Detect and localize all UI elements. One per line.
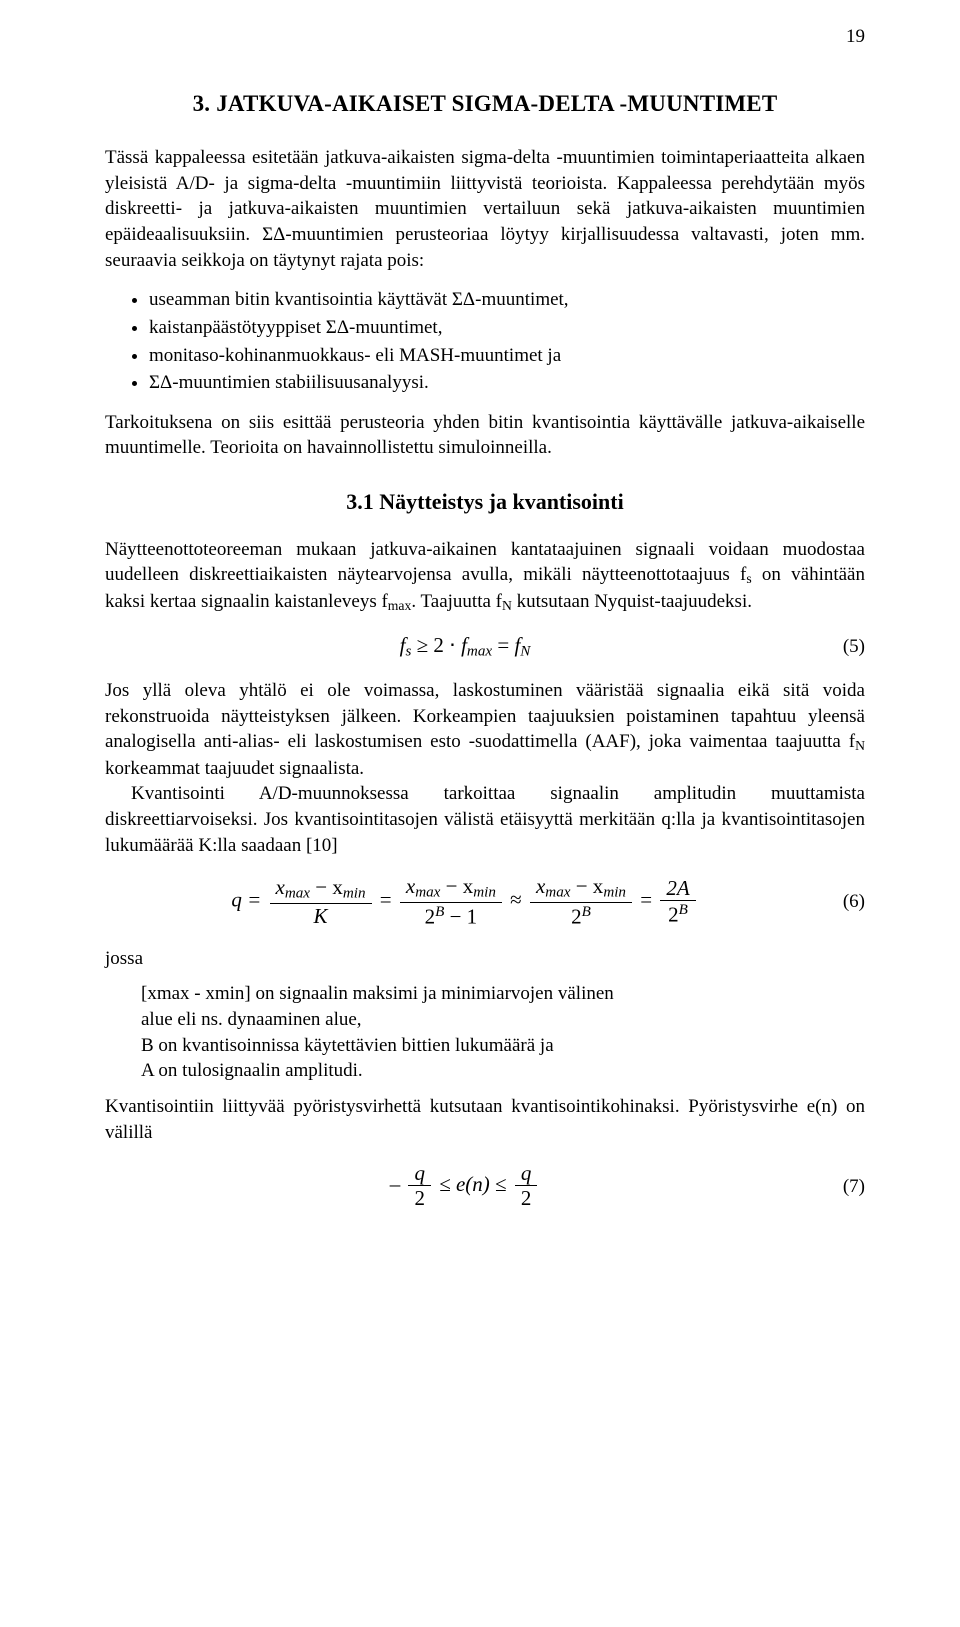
eq-sub: max <box>467 644 492 660</box>
paragraph-aliasing: Jos yllä oleva yhtälö ei ole voimassa, l… <box>105 678 865 781</box>
equation-6-row: q = xmax − xmin K = xmax − xmin 2B − 1 ≈… <box>105 874 865 929</box>
paragraph-rounding: Kvantisointiin liittyvää pyöristysvirhet… <box>105 1094 865 1145</box>
eq-var: K <box>314 904 328 928</box>
eq-sup: B <box>435 904 444 920</box>
eq-op: − 1 <box>444 905 477 929</box>
eq-op: − x <box>440 874 473 898</box>
list-item: useamman bitin kvantisointia käyttävät Σ… <box>149 287 865 313</box>
eq-op: = <box>640 888 657 912</box>
bullet-list: useamman bitin kvantisointia käyttävät Σ… <box>105 287 865 396</box>
text-run: korkeammat taajuudet signaalista. <box>105 758 364 779</box>
equation-7: – q 2 ≤ e(n) ≤ q 2 <box>105 1161 825 1211</box>
fraction-q1: q 2 <box>408 1161 431 1211</box>
equation-5-number: (5) <box>825 634 865 660</box>
eq-op: − x <box>570 874 603 898</box>
equation-7-row: – q 2 ≤ e(n) ≤ q 2 (7) <box>105 1161 865 1211</box>
eq-op: ≤ <box>495 1172 512 1196</box>
eq-sub: max <box>285 885 310 901</box>
eq-num: 2 <box>414 1186 425 1210</box>
eq-op: = <box>380 888 397 912</box>
text-run: kutsutaan Nyquist-taajuudeksi. <box>512 591 752 612</box>
paragraph-quantization: Kvantisointi A/D-muunnoksessa tarkoittaa… <box>105 781 865 858</box>
eq-op: ≥ 2 ⋅ <box>411 633 461 657</box>
chapter-title: 3. JATKUVA-AIKAISET SIGMA-DELTA -MUUNTIM… <box>105 88 865 119</box>
fraction-4: 2A 2B <box>660 876 695 928</box>
subscript-max: max <box>388 598 412 613</box>
equation-7-number: (7) <box>825 1174 865 1200</box>
eq-sub: max <box>415 885 440 901</box>
eq-var: q <box>521 1161 532 1185</box>
eq-num: 2 <box>425 905 436 929</box>
paragraph-purpose: Tarkoituksena on siis esittää perusteori… <box>105 410 865 461</box>
jossa-block: [xmax - xmin] on signaalin maksimi ja mi… <box>141 981 865 1084</box>
eq-var: x <box>276 875 285 899</box>
fraction-q2: q 2 <box>515 1161 538 1211</box>
eq-num: 2 <box>521 1186 532 1210</box>
jossa-line: alue eli ns. dynaaminen alue, <box>141 1007 865 1033</box>
eq-op: ≤ <box>439 1172 456 1196</box>
subscript-n: N <box>502 598 512 613</box>
eq-sub: min <box>603 885 626 901</box>
eq-num: 2 <box>668 903 679 927</box>
page-number: 19 <box>846 24 865 50</box>
paragraph-intro: Tässä kappaleessa esitetään jatkuva-aika… <box>105 145 865 273</box>
jossa-line: B on kvantisoinnissa käytettävien bittie… <box>141 1033 865 1059</box>
eq-sup: B <box>582 904 591 920</box>
eq-sub: min <box>343 885 366 901</box>
section-title: 3.1 Näytteistys ja kvantisointi <box>105 487 865 517</box>
eq-num: 2 <box>571 905 582 929</box>
fraction-3: xmax − xmin 2B <box>530 874 632 929</box>
paragraph-nyquist: Näytteenottoteoreeman mukaan jatkuva-aik… <box>105 537 865 616</box>
eq-sub: N <box>520 644 530 660</box>
eq-op: − x <box>310 875 343 899</box>
eq-var: q <box>414 1161 425 1185</box>
eq-var: 2A <box>666 876 689 900</box>
equation-6: q = xmax − xmin K = xmax − xmin 2B − 1 ≈… <box>105 874 825 929</box>
text-run: . Taajuutta f <box>411 591 502 612</box>
eq-sub: min <box>473 885 496 901</box>
equation-5-row: fs ≥ 2 ⋅ fmax = fN (5) <box>105 631 865 662</box>
jossa-label: jossa <box>105 946 865 972</box>
fraction-1: xmax − xmin K <box>270 875 372 929</box>
eq-op: – <box>390 1172 401 1196</box>
eq-var: q = <box>231 888 266 912</box>
list-item: ΣΔ-muuntimien stabiilisuusanalyysi. <box>149 370 865 396</box>
jossa-line: A on tulosignaalin amplitudi. <box>141 1058 865 1084</box>
eq-var: x <box>406 874 415 898</box>
eq-sub: max <box>545 885 570 901</box>
subscript-n: N <box>855 738 865 753</box>
eq-var: e(n) <box>456 1172 490 1196</box>
eq-var: x <box>536 874 545 898</box>
eq-sup: B <box>679 902 688 918</box>
list-item: monitaso-kohinanmuokkaus- eli MASH-muunt… <box>149 343 865 369</box>
equation-6-number: (6) <box>825 889 865 915</box>
text-run: Jos yllä oleva yhtälö ei ole voimassa, l… <box>105 680 865 752</box>
eq-op: ≈ <box>510 888 527 912</box>
jossa-line: [xmax - xmin] on signaalin maksimi ja mi… <box>141 981 865 1007</box>
equation-5: fs ≥ 2 ⋅ fmax = fN <box>105 631 825 662</box>
fraction-2: xmax − xmin 2B − 1 <box>400 874 502 929</box>
list-item: kaistanpäästötyyppiset ΣΔ-muuntimet, <box>149 315 865 341</box>
eq-op: = <box>492 633 514 657</box>
